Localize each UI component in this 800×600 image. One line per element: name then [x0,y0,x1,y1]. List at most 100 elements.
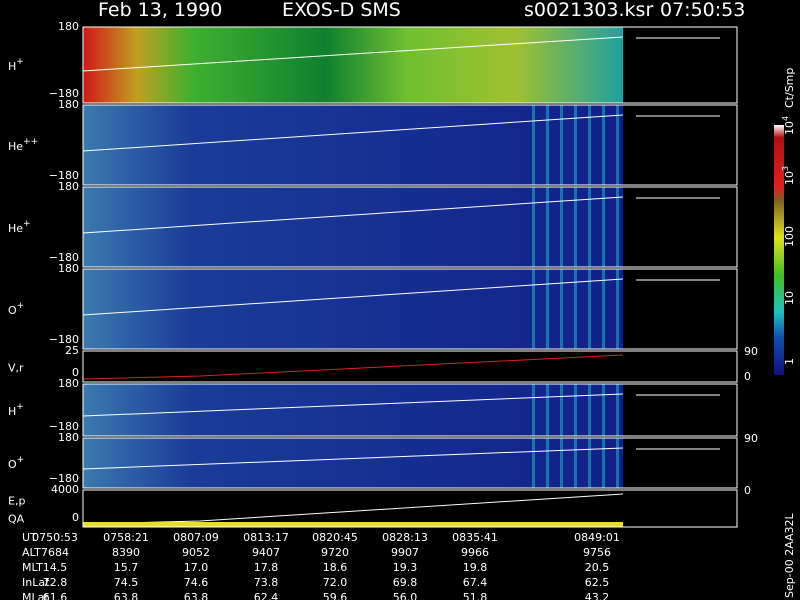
cell: 59.6 [323,591,348,600]
cell: 18.6 [323,561,348,574]
cell: 19.8 [463,561,488,574]
trace [82,114,624,152]
y-tick-label: −180 [49,87,79,100]
file-name: s0021303.ksr [524,0,653,21]
right-tick-label: 0 [744,484,751,497]
cell: 14.5 [43,561,68,574]
cell: 61.6 [43,591,68,600]
cell: 0828:13 [382,531,428,544]
colorbar-text: 10 [783,121,796,135]
y-tick-label: 180 [58,431,79,444]
cell: 8390 [112,546,140,559]
cell: 63.8 [184,591,209,600]
panel-frame [82,437,738,489]
cell: 74.6 [184,576,209,589]
date: Feb 13, 1990 [98,0,222,21]
time: 07:50:53 [660,0,745,21]
y-tick-label: 0 [72,511,79,524]
cell: 0813:17 [243,531,289,544]
cell: 43.2 [585,591,610,600]
colorbar-text: 1 [783,358,796,365]
panel-label: He+ [8,219,31,235]
cell: 67.4 [463,576,488,589]
cell: 9756 [583,546,611,559]
row-label: MLat [22,591,49,600]
cell: 62.5 [585,576,610,589]
spectrogram-stripes [530,269,623,349]
cell: 17.8 [254,561,279,574]
colorbar-label: 100 [783,226,796,247]
cell: 0758:21 [103,531,149,544]
label-sup: + [23,219,31,229]
panel-frame [82,350,738,383]
trace [82,196,624,234]
trace [82,354,624,380]
label-sup: ++ [23,137,38,147]
label-sup: + [16,402,24,412]
row-label: ALT [22,546,41,559]
y-tick-label: 180 [58,20,79,33]
colorbar-sup: 3 [781,166,790,171]
y-tick-label: 25 [65,344,79,357]
y-tick-label: 180 [58,180,79,193]
row-label: InLat [22,576,50,589]
label-text: H [8,405,16,418]
cell: 73.8 [254,576,279,589]
spectrogram-stripes [530,105,623,185]
footer: Sep-00 2AA32L [783,512,796,598]
label-sup: + [16,57,24,67]
trace [82,36,624,72]
colorbar-label: 10 [783,291,796,305]
y-tick-label: −180 [49,333,79,346]
label-text: V,r [8,362,24,375]
cell: 17.0 [184,561,209,574]
colorbar [774,125,784,375]
trace [82,278,624,316]
label-text: He [8,222,23,235]
label-text: H [8,60,16,73]
label-sup: + [17,455,25,465]
cell: 0835:41 [452,531,498,544]
cell: 19.3 [393,561,418,574]
cell: 74.5 [114,576,139,589]
cell: 9720 [321,546,349,559]
spectrogram-stripes [530,438,623,488]
colorbar-text: 10 [783,171,796,185]
label-text: O [8,458,17,471]
y-tick-label: −180 [49,251,79,264]
cell: 56.0 [393,591,418,600]
panel-frame [82,186,738,268]
trace [82,393,624,417]
cell: 15.7 [114,561,139,574]
colorbar-text: 10 [783,291,796,305]
colorbar-label: 1 [783,358,796,365]
cell: 72.8 [43,576,68,589]
panel-label: E,p [8,495,25,508]
row-label: UT [22,531,37,544]
colorbar-text: 100 [783,226,796,247]
cell: 0849:01 [574,531,620,544]
panel-label: O+ [8,301,24,317]
y-tick-label: −180 [49,420,79,433]
right-tick-label: 90 [744,345,758,358]
colorbar-sup: 4 [781,116,790,121]
panel-label: V,r [8,362,24,375]
cell: 51.8 [463,591,488,600]
y-tick-label: 0 [72,366,79,379]
spectrogram-stripes [530,187,623,267]
panel-frame [82,26,738,104]
cell: 72.0 [323,576,348,589]
cell: 0820:45 [312,531,358,544]
colorbar-unit: Ct/Smp [783,68,796,108]
panel-frame [82,104,738,186]
cell: 20.5 [585,561,610,574]
label-text: E,p [8,495,25,508]
cell: 9407 [252,546,280,559]
panel-frame [82,383,738,437]
trace [82,447,624,470]
qa-bar [83,522,623,527]
panel-label: He++ [8,137,38,153]
cell: 62.4 [254,591,279,600]
cell: 9907 [391,546,419,559]
